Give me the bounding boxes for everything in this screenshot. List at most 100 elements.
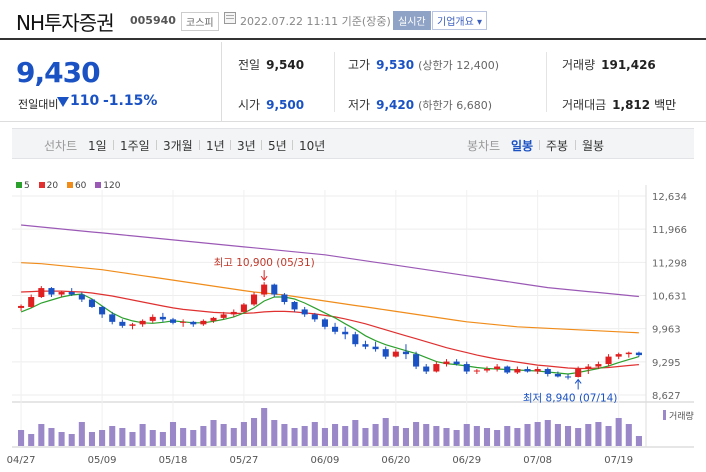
legend-swatch-ma120	[95, 182, 102, 188]
high-annotation: 최고 10,900 (05/31)	[214, 257, 315, 269]
candle-body	[382, 349, 389, 357]
candle	[301, 306, 308, 317]
candle	[402, 344, 410, 360]
divider	[292, 140, 293, 150]
y-tick-label: 9,295	[652, 358, 681, 369]
candle	[595, 361, 602, 370]
legend-ma20: 20	[38, 181, 58, 191]
volume-bar	[261, 408, 268, 446]
candle-body	[149, 316, 156, 321]
current-price: 9,430	[16, 56, 101, 89]
y-tick-label: 10,631	[652, 291, 687, 302]
legend-swatch-ma5	[16, 182, 22, 188]
candle-body	[159, 316, 166, 320]
volume-bar	[504, 426, 511, 446]
chart-grid	[12, 185, 694, 448]
candle-body	[615, 354, 622, 357]
candle-body	[413, 354, 420, 367]
candle-weekly[interactable]: 주봉	[546, 139, 569, 153]
volume-bar	[129, 432, 136, 446]
candle-daily[interactable]: 일봉	[511, 139, 534, 153]
period-1y[interactable]: 1년	[206, 139, 225, 153]
divider	[261, 140, 262, 150]
candle	[180, 319, 187, 327]
volume-bar	[88, 432, 96, 446]
x-tick-label: 06/20	[381, 455, 410, 466]
volume-bar	[595, 422, 602, 446]
down-arrow-icon	[57, 97, 69, 107]
ma5-line	[20, 293, 640, 375]
volume-bar	[210, 420, 217, 446]
volume-bar	[311, 422, 318, 446]
volume-bar	[443, 428, 450, 446]
volume-bar	[180, 428, 187, 446]
period-5y[interactable]: 5년	[268, 139, 287, 153]
volume-bar	[433, 426, 440, 446]
x-tick-label: 05/18	[159, 455, 188, 466]
candle	[534, 366, 541, 374]
y-tick-label: 11,966	[652, 225, 687, 236]
x-tick-label: 04/27	[7, 455, 36, 466]
candle-body	[58, 292, 65, 295]
candle-body	[585, 366, 592, 370]
candle-monthly[interactable]: 월봉	[582, 139, 605, 153]
change-label: 전일대비	[18, 98, 59, 111]
company-overview-button[interactable]: 기업개요 ▾	[432, 11, 487, 30]
high-cell: 고가 9,530 (상한가 12,400)	[348, 56, 499, 73]
volume-bar	[635, 436, 642, 446]
volume-legend-swatch	[663, 410, 666, 420]
volume-bar	[190, 430, 197, 446]
candle	[109, 311, 116, 325]
period-10y[interactable]: 10년	[299, 139, 326, 153]
volume-bar	[250, 418, 258, 446]
calendar-icon	[224, 12, 236, 24]
period-3m[interactable]: 3개월	[163, 139, 193, 153]
candle	[413, 351, 420, 370]
candle-body	[119, 321, 126, 326]
y-axis: 12,634 11,966 11,298 10,631 9,963 9,295 8,627	[652, 192, 687, 402]
candle-body	[564, 376, 572, 378]
candle-body	[352, 334, 359, 345]
candle-body	[423, 366, 430, 372]
realtime-button[interactable]: 실시간	[393, 11, 431, 30]
volume-bar	[48, 428, 55, 446]
x-tick-label: 07/19	[604, 455, 633, 466]
candle-body	[250, 294, 258, 305]
candle	[169, 317, 177, 325]
stock-header: NH투자증권 005940 코스피 2022.07.22 11:11 기준(장중…	[0, 0, 706, 40]
legend-ma120: 120	[95, 181, 120, 191]
candle-body	[109, 314, 116, 322]
datetime: 2022.07.22 11:11 기준(장중)	[240, 15, 391, 28]
candle-body	[392, 351, 399, 357]
candle	[554, 371, 561, 378]
volume-bar	[200, 426, 207, 446]
open-label: 시가	[238, 98, 261, 112]
high-label: 고가	[348, 58, 371, 72]
candle	[240, 302, 247, 313]
legend-ma60: 60	[66, 181, 86, 191]
y-tick-label: 8,627	[652, 391, 681, 402]
candle-body	[534, 369, 541, 372]
candle-body	[544, 369, 551, 374]
candle-body	[180, 321, 187, 323]
candle-body	[139, 320, 146, 325]
x-tick-label: 06/29	[452, 455, 481, 466]
candle	[473, 369, 480, 374]
candle-body	[210, 317, 217, 321]
candle-body	[220, 314, 227, 318]
period-1w[interactable]: 1주일	[120, 139, 150, 153]
volume-bar	[483, 428, 491, 446]
candle-body	[524, 369, 531, 372]
period-1d[interactable]: 1일	[88, 139, 107, 153]
divider	[546, 52, 547, 112]
candle	[494, 364, 501, 372]
candle	[625, 351, 632, 358]
volume-bar	[362, 428, 369, 446]
high-value: 9,530	[376, 58, 415, 72]
candle-body	[453, 361, 460, 365]
volume-bar	[514, 428, 521, 446]
period-3y[interactable]: 3년	[237, 139, 256, 153]
candle	[564, 373, 572, 380]
volume-bar	[38, 424, 45, 446]
candle-body	[18, 305, 25, 308]
